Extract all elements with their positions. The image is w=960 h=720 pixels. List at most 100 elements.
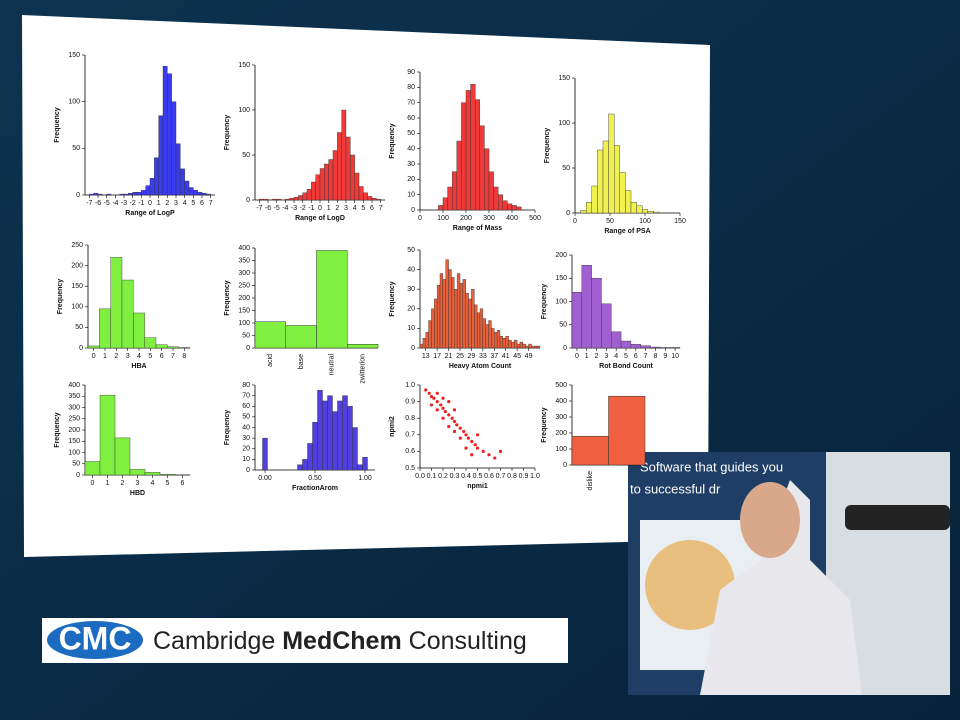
- y-tick-label: 100: [558, 120, 570, 127]
- y-tick-label: 150: [558, 75, 570, 82]
- bar: [206, 193, 211, 196]
- bar: [519, 341, 524, 349]
- bar: [452, 171, 458, 211]
- bar: [136, 191, 142, 196]
- x-tick-label: 7: [171, 353, 175, 360]
- x-tick-label: 17: [433, 353, 441, 360]
- bar: [311, 181, 316, 201]
- y-tick-label: 0: [563, 462, 567, 469]
- bar: [159, 474, 176, 476]
- bar: [332, 150, 338, 201]
- point: [429, 395, 434, 399]
- bar: [121, 279, 134, 349]
- y-tick-label: 400: [555, 398, 567, 405]
- point: [435, 400, 439, 404]
- bar: [459, 283, 464, 349]
- x-tick-label: 1: [106, 480, 110, 487]
- y-tick-label: 150: [555, 275, 567, 282]
- bar: [141, 190, 146, 196]
- x-tick-label: 0.00: [258, 475, 272, 482]
- x-tick-label: 6: [160, 353, 164, 360]
- bar: [144, 337, 157, 349]
- x-tick-label: 4: [151, 480, 155, 487]
- bar: [581, 265, 592, 349]
- y-tick-label: 100: [71, 304, 83, 311]
- x-tick-label: 7: [644, 353, 648, 360]
- y-axis-label: Frequency: [224, 280, 231, 316]
- x-tick-label: -3: [291, 205, 297, 212]
- bar: [129, 469, 146, 476]
- y-tick-label: 30: [407, 286, 415, 293]
- point: [498, 449, 503, 453]
- bar: [608, 113, 615, 214]
- slide: [22, 15, 710, 557]
- bar: [601, 303, 612, 349]
- x-tick-label: 2: [335, 205, 339, 212]
- chart: 0 10 20 30 40 50 60 70 80 90 0 100 200 300 400 500 Frequ…: [389, 69, 541, 232]
- y-tick-label: 60: [242, 403, 250, 410]
- y-tick-label: 100: [555, 298, 567, 305]
- point: [466, 436, 470, 440]
- x-axis-label: HBA: [131, 363, 146, 370]
- x-tick-label: -6: [265, 205, 271, 212]
- x-tick-label: 29: [468, 353, 476, 360]
- y-tick-label: 300: [68, 404, 80, 411]
- bar: [354, 172, 360, 201]
- bar: [602, 140, 609, 214]
- y-tick-label: 50: [242, 332, 250, 339]
- bar: [297, 464, 303, 471]
- x-tick-label: -3: [121, 200, 127, 207]
- point: [462, 429, 466, 434]
- x-axis-label: Range of LogP: [125, 210, 175, 217]
- bar: [197, 191, 203, 196]
- bar: [476, 312, 481, 349]
- bar: [332, 411, 338, 471]
- bar: [110, 257, 123, 349]
- bar: [133, 312, 145, 349]
- y-tick-label: 0: [411, 207, 415, 214]
- bar: [132, 191, 138, 196]
- bar: [619, 172, 626, 214]
- x-tick-label: zwitterion: [359, 354, 366, 384]
- x-tick-label: dislike: [587, 471, 594, 491]
- point: [458, 436, 462, 440]
- y-tick-label: 50: [407, 247, 415, 254]
- bar: [479, 125, 485, 211]
- x-tick-label: 9: [663, 353, 667, 360]
- point: [447, 413, 451, 417]
- x-tick-label: 2: [114, 353, 118, 360]
- x-tick-label: 300: [483, 215, 495, 222]
- y-tick-label: 0.7: [405, 432, 415, 439]
- y-tick-label: 0: [79, 345, 83, 352]
- bar: [484, 148, 490, 211]
- bar: [522, 343, 526, 349]
- x-tick-label: 5: [361, 205, 365, 212]
- x-axis-label: FractionArom: [292, 485, 338, 492]
- bar: [488, 320, 492, 349]
- bar: [263, 198, 269, 201]
- y-tick-label: 400: [68, 382, 80, 389]
- banner-line2: to successful dr: [630, 481, 721, 496]
- y-axis-label: Frequency: [541, 284, 548, 320]
- x-tick-label: 3: [344, 205, 348, 212]
- x-tick-label: acid: [267, 354, 274, 367]
- x-tick-label: neutral: [329, 354, 336, 376]
- x-tick-label: 1.0: [530, 473, 540, 480]
- point: [447, 424, 451, 429]
- bar: [99, 394, 116, 476]
- bar: [431, 308, 435, 349]
- bar: [262, 437, 268, 471]
- logo: CMC Cambridge MedChem Consulting: [42, 618, 568, 663]
- chart: 0 50 100 150 200 250 300 350 400 Frequency acid bas…: [224, 245, 379, 384]
- bar: [640, 345, 651, 349]
- y-tick-label: 250: [68, 416, 80, 423]
- point: [470, 439, 474, 444]
- y-tick-label: 200: [555, 430, 567, 437]
- bar: [324, 163, 329, 201]
- x-tick-label: 100: [639, 218, 651, 225]
- x-tick-label: 1: [103, 353, 107, 360]
- y-axis-label: Frequency: [224, 410, 231, 446]
- logo-name-bold: MedChem: [282, 627, 401, 655]
- chart: 0 10 20 30 40 50 60 70 80 0.00 0.50 1.00 Frequency Fr…: [224, 382, 375, 492]
